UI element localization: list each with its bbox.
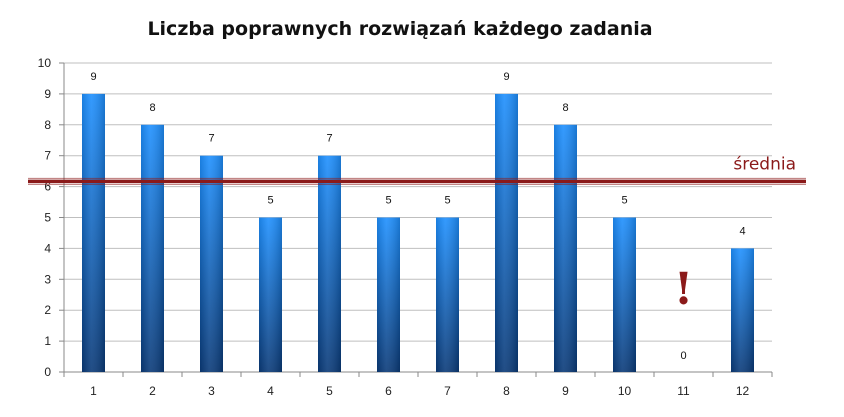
x-tick-label: 4 (267, 384, 274, 398)
x-tick-label: 12 (736, 384, 750, 398)
x-tick-label: 11 (677, 384, 690, 398)
bar-shade (318, 155, 341, 372)
y-tick-label: 5 (44, 211, 51, 225)
x-tick-label: 1 (90, 384, 97, 398)
data-label: 7 (208, 133, 214, 145)
y-tick-label: 8 (44, 118, 51, 132)
x-tick-label: 3 (208, 384, 215, 398)
bars (82, 93, 754, 373)
axes (59, 62, 773, 377)
y-tick-label: 2 (44, 303, 51, 317)
y-tick-label: 3 (44, 272, 51, 286)
bar-shade (200, 155, 223, 372)
exclamation-mark: ! (674, 264, 693, 315)
x-tick-label: 7 (444, 384, 451, 398)
data-label: 8 (149, 102, 155, 114)
bar-shade (82, 93, 105, 373)
bar-shade (613, 217, 636, 372)
bar-shade (554, 124, 577, 372)
grid-lines (64, 62, 772, 373)
y-tick-label: 7 (44, 149, 51, 163)
data-label: 9 (503, 71, 509, 83)
y-tick-label: 10 (38, 56, 52, 70)
bar-shade (731, 248, 754, 372)
bar-shade (377, 217, 400, 372)
x-tick-label: 10 (618, 384, 632, 398)
annotations: średnia! (28, 154, 806, 315)
data-label: 8 (562, 102, 568, 114)
bar-shade (141, 124, 164, 372)
data-label: 7 (326, 133, 332, 145)
y-tick-label: 6 (44, 180, 51, 194)
y-tick-label: 4 (44, 241, 51, 255)
data-label: 5 (444, 195, 450, 207)
average-label: średnia (733, 154, 796, 174)
y-tick-label: 9 (44, 87, 51, 101)
data-label: 5 (621, 195, 627, 207)
x-tick-label: 2 (149, 384, 156, 398)
y-tick-label: 0 (44, 365, 51, 379)
data-label: 5 (267, 195, 273, 207)
y-tick-label: 1 (44, 334, 51, 348)
data-label: 9 (90, 71, 96, 83)
x-tick-label: 8 (503, 384, 510, 398)
x-tick-label: 6 (385, 384, 392, 398)
data-label: 5 (385, 195, 391, 207)
bar-shade (259, 217, 282, 372)
x-tick-label: 9 (562, 384, 569, 398)
bar-shade (436, 217, 459, 372)
x-tick-label: 5 (326, 384, 333, 398)
bar-shade (495, 93, 518, 373)
data-label: 0 (680, 350, 686, 362)
data-label: 4 (739, 225, 745, 237)
chart-title: Liczba poprawnych rozwiązań każdego zada… (147, 18, 653, 40)
